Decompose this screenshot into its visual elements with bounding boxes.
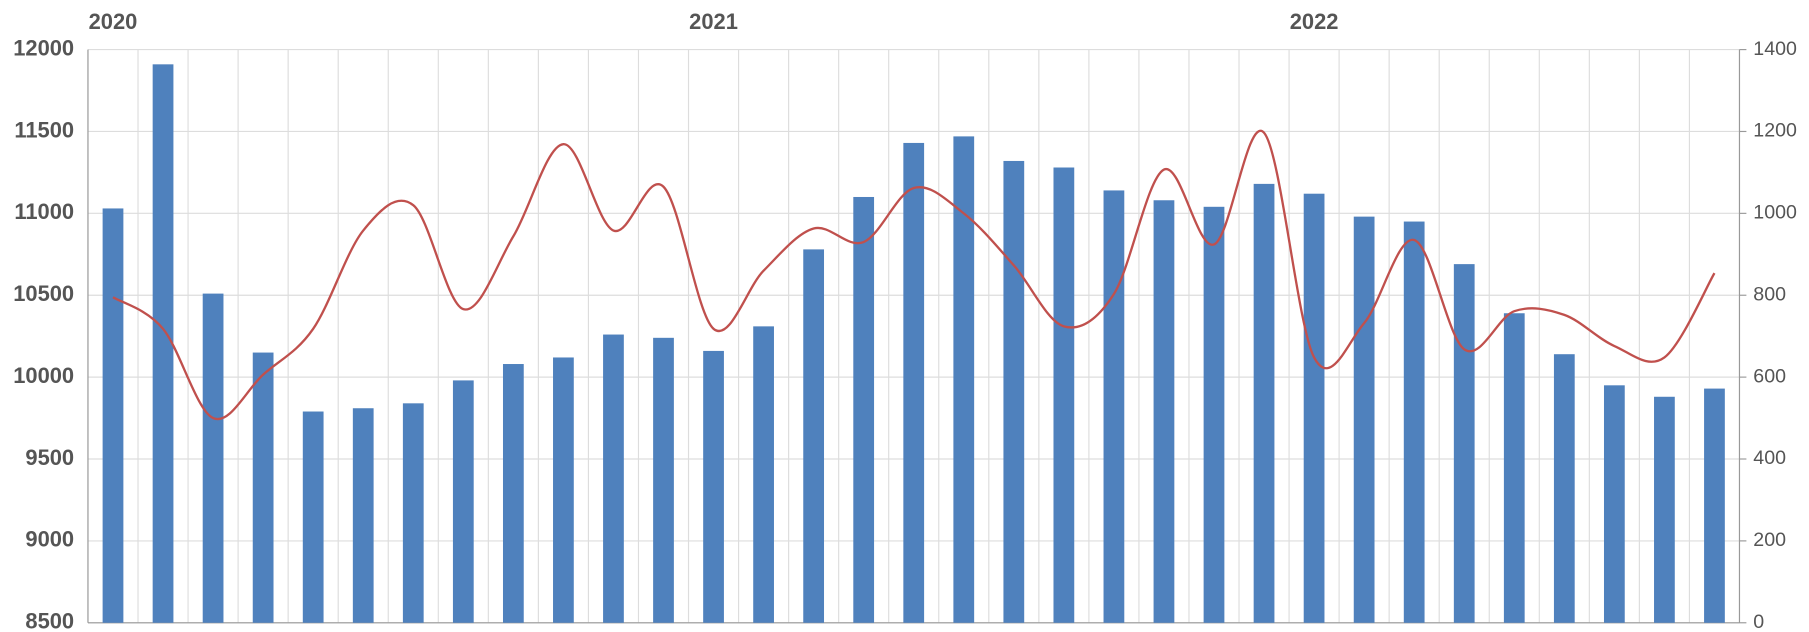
x-tick-label: 2020 (89, 9, 138, 34)
bar (1654, 396, 1675, 623)
y2-tick-label: 1200 (1753, 120, 1797, 142)
y-tick-label: 10000 (13, 363, 74, 388)
bar (703, 350, 724, 623)
bar (1704, 388, 1725, 623)
y-tick-label: 8500 (25, 609, 74, 632)
bar (1053, 167, 1075, 623)
y2-tick-label: 1400 (1753, 38, 1797, 60)
y2-tick-label: 600 (1753, 365, 1786, 387)
bar (1253, 183, 1275, 623)
y2-tick-label: 200 (1753, 529, 1786, 551)
bar (102, 208, 124, 623)
bar (953, 136, 975, 623)
y2-tick-label: 800 (1753, 283, 1786, 305)
bar (753, 326, 774, 623)
bar (502, 364, 524, 623)
y-tick-label: 9000 (25, 527, 74, 552)
bar (853, 196, 875, 623)
y2-tick-label: 0 (1753, 611, 1764, 632)
bar (1503, 313, 1525, 623)
bar (402, 403, 424, 623)
x-tick-label: 2022 (1290, 9, 1339, 34)
y-tick-label: 11000 (14, 199, 74, 224)
bar (1303, 193, 1325, 623)
bar (903, 142, 925, 623)
bar (452, 380, 474, 623)
y2-tick-label: 400 (1753, 447, 1786, 469)
bar (1353, 216, 1375, 623)
bar (1103, 190, 1125, 623)
bar (603, 334, 624, 623)
bar (1603, 385, 1625, 623)
bar (803, 249, 825, 623)
y-tick-label: 9500 (25, 445, 74, 470)
bar (1153, 200, 1175, 623)
bar (152, 64, 174, 623)
y-tick-label: 10500 (13, 281, 74, 306)
bar (1203, 206, 1225, 623)
bar (653, 337, 674, 623)
y2-tick-label: 1000 (1753, 202, 1797, 224)
bar (1453, 264, 1475, 623)
bar (1003, 160, 1025, 623)
bar (1403, 221, 1425, 623)
bar (302, 411, 324, 623)
bar (202, 293, 224, 623)
bar (252, 352, 274, 623)
x-tick-label: 2021 (689, 9, 738, 34)
bar (553, 357, 574, 623)
bar (352, 408, 374, 623)
y-tick-label: 11500 (14, 117, 74, 142)
line (112, 129, 1716, 421)
y-tick-label: 12000 (13, 35, 74, 60)
bar (1553, 354, 1575, 623)
